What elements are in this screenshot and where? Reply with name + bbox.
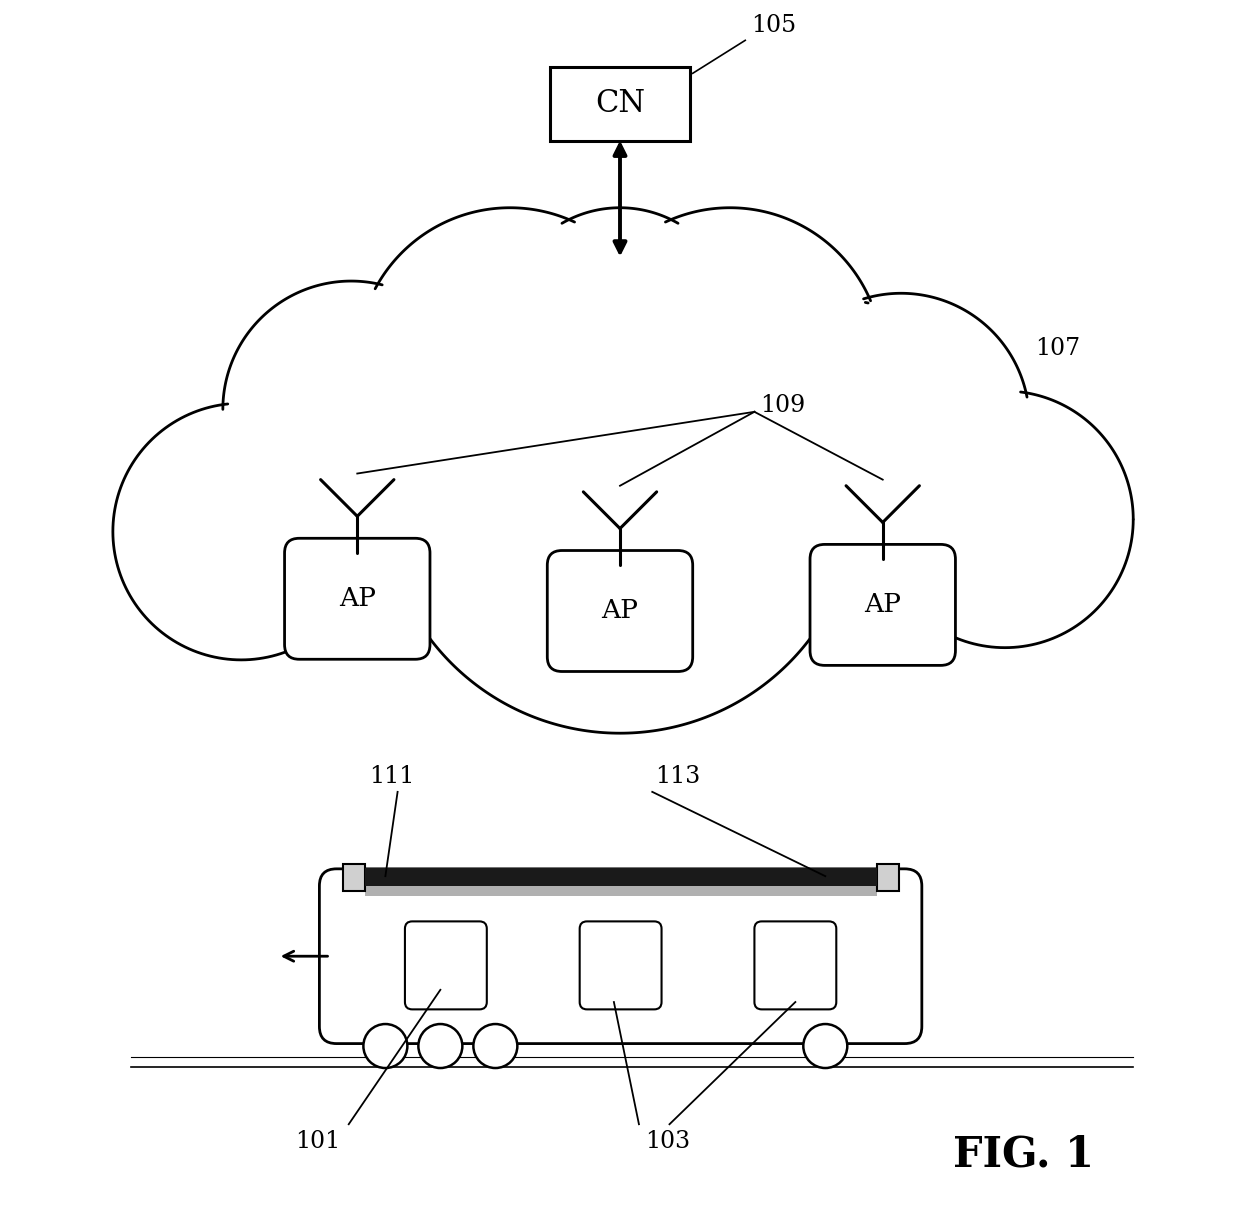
FancyBboxPatch shape — [547, 550, 693, 672]
Text: AP: AP — [864, 593, 901, 617]
Text: 103: 103 — [645, 1130, 691, 1154]
Circle shape — [474, 1024, 517, 1068]
Circle shape — [578, 208, 883, 513]
Circle shape — [877, 391, 1133, 648]
Bar — [877, 864, 899, 891]
FancyBboxPatch shape — [754, 921, 836, 1009]
Bar — [365, 886, 877, 896]
FancyBboxPatch shape — [284, 538, 430, 660]
Circle shape — [773, 293, 1029, 550]
Text: 109: 109 — [760, 395, 806, 417]
Circle shape — [113, 403, 370, 660]
Text: AP: AP — [339, 587, 376, 611]
Circle shape — [363, 1024, 408, 1068]
Text: FIG. 1: FIG. 1 — [952, 1134, 1094, 1176]
Circle shape — [503, 208, 737, 440]
Text: 107: 107 — [1035, 337, 1080, 359]
Text: AP: AP — [601, 599, 639, 623]
Text: 101: 101 — [295, 1130, 341, 1154]
FancyBboxPatch shape — [405, 921, 487, 1009]
FancyBboxPatch shape — [810, 544, 956, 665]
Bar — [365, 868, 877, 886]
Circle shape — [382, 257, 858, 733]
Circle shape — [668, 299, 999, 629]
FancyBboxPatch shape — [320, 869, 921, 1044]
Bar — [549, 67, 691, 141]
Text: 113: 113 — [655, 765, 699, 788]
Circle shape — [223, 281, 480, 538]
Text: CN: CN — [595, 88, 645, 120]
Circle shape — [357, 208, 662, 513]
Bar — [342, 864, 365, 891]
Circle shape — [418, 1024, 463, 1068]
FancyBboxPatch shape — [579, 921, 662, 1009]
Circle shape — [242, 299, 572, 629]
Circle shape — [804, 1024, 847, 1068]
Text: 105: 105 — [751, 13, 796, 37]
Text: 111: 111 — [368, 765, 414, 788]
